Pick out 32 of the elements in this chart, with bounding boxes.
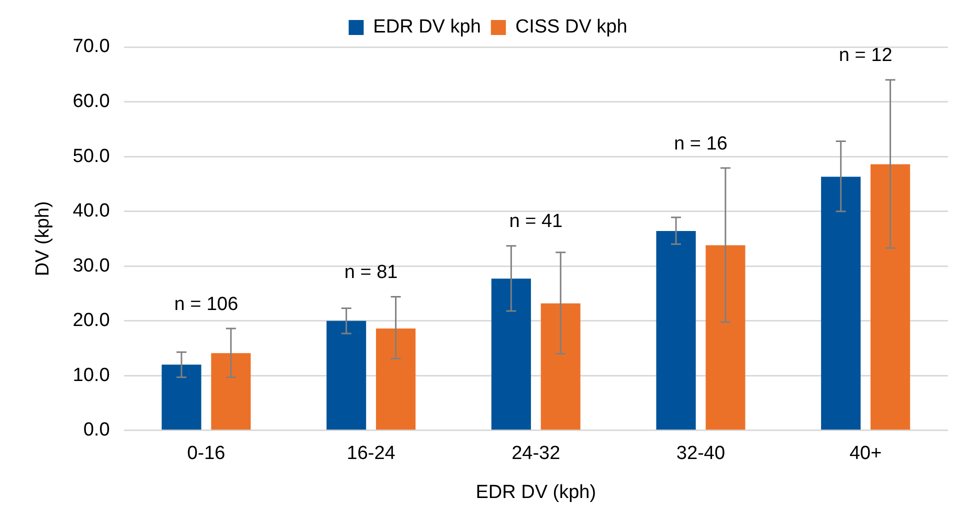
bar: [211, 353, 251, 430]
x-tick-label: 0-16: [187, 443, 226, 464]
y-axis-title: DV (kph): [32, 201, 54, 276]
bar: [656, 231, 696, 430]
y-tick-label: 40.0: [72, 200, 110, 222]
x-tick-label: 32-40: [676, 443, 726, 464]
bar: [540, 303, 580, 430]
annotation: n = 41: [509, 211, 563, 232]
bar: [706, 245, 746, 430]
legend-label: EDR DV kph: [373, 16, 481, 38]
y-tick-label: 50.0: [72, 146, 110, 167]
y-tick-label: 60.0: [72, 91, 110, 112]
annotation: n = 106: [174, 294, 238, 315]
bar: [326, 320, 366, 430]
x-tick-label: 40+: [849, 443, 882, 464]
bar: [376, 328, 416, 430]
annotation: n = 81: [344, 262, 398, 283]
bar: [491, 278, 531, 430]
bar: [162, 364, 202, 430]
annotation: n = 12: [838, 45, 892, 66]
x-axis-title: EDR DV (kph): [476, 482, 596, 503]
y-tick-label: 10.0: [72, 364, 110, 386]
x-tick-label: 24-32: [512, 443, 560, 464]
legend-label: CISS DV kph: [515, 16, 628, 38]
y-tick-label: 30.0: [72, 255, 110, 276]
annotation: n = 16: [674, 133, 728, 154]
y-tick-label: 20.0: [72, 310, 110, 332]
x-tick-label: 16-24: [346, 443, 396, 464]
y-tick-label: 70.0: [72, 36, 110, 58]
y-tick-label: 0.0: [83, 420, 110, 441]
bar: [821, 176, 861, 430]
bar: [870, 164, 910, 430]
